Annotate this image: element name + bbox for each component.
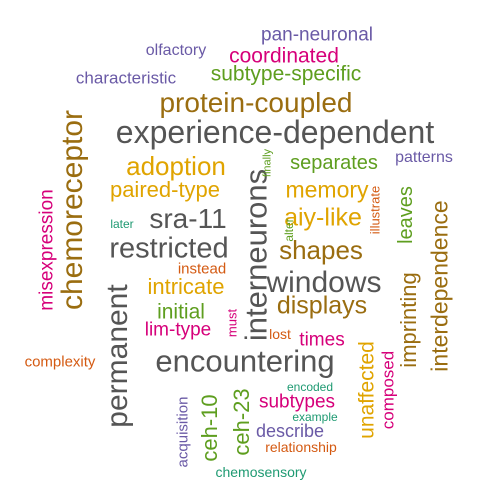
word-displays: displays bbox=[276, 291, 368, 320]
word-acquisition: acquisition bbox=[174, 396, 192, 468]
word-separates: separates bbox=[290, 152, 378, 174]
word-experience-dependent: experience-dependent bbox=[115, 114, 435, 150]
word-interneurons: interneurons bbox=[238, 168, 274, 342]
word-lost: lost bbox=[269, 326, 291, 342]
word-imprinting: imprinting bbox=[396, 272, 421, 368]
word-complexity: complexity bbox=[24, 353, 96, 371]
word-example: example bbox=[292, 410, 338, 424]
word-shapes: shapes bbox=[279, 235, 363, 265]
word-lim-type: lim-type bbox=[144, 319, 212, 341]
word-adoption: adoption bbox=[126, 151, 226, 181]
word-relationship: relationship bbox=[265, 439, 337, 455]
word-subtypes: subtypes bbox=[258, 391, 336, 413]
word-paired-type: paired-type bbox=[109, 177, 221, 202]
word-aiy-like: aiy-like bbox=[284, 203, 362, 232]
word-chemoreceptor: chemoreceptor bbox=[56, 109, 89, 311]
word-chemosensory: chemosensory bbox=[215, 464, 307, 480]
word-finally: finally bbox=[261, 148, 274, 178]
word-patterns: patterns bbox=[395, 149, 453, 166]
word-illustrate: illustrate bbox=[367, 185, 383, 235]
word-ceh-23: ceh-23 bbox=[229, 388, 254, 456]
word-windows: windows bbox=[266, 266, 382, 299]
word-composed: composed bbox=[378, 350, 398, 430]
word-unaffected: unaffected bbox=[355, 341, 379, 439]
word-characteristic: characteristic bbox=[75, 68, 177, 88]
word-initial: initial bbox=[157, 300, 205, 324]
word-ceh-10: ceh-10 bbox=[197, 394, 222, 462]
word-describe: describe bbox=[255, 421, 325, 441]
word-misexpression: misexpression bbox=[36, 189, 58, 311]
word-restricted: restricted bbox=[109, 232, 229, 265]
word-subtype-specific: subtype-specific bbox=[210, 62, 362, 86]
word-encoded: encoded bbox=[286, 380, 334, 394]
word-interdependence: interdependence bbox=[426, 200, 453, 372]
word-intricate: intricate bbox=[147, 274, 225, 299]
word-permanent: permanent bbox=[101, 284, 134, 428]
word-sra-11: sra-11 bbox=[149, 203, 227, 234]
word-olfactory: olfactory bbox=[145, 42, 207, 59]
word-instead: instead bbox=[177, 260, 227, 278]
word-memory: memory bbox=[285, 176, 369, 203]
word-later: later bbox=[110, 217, 134, 231]
word-times: times bbox=[299, 329, 345, 351]
word-encountering: encountering bbox=[155, 343, 335, 379]
word-pan-neuronal: pan-neuronal bbox=[261, 24, 373, 46]
word-coordinated: coordinated bbox=[229, 44, 339, 68]
word-leaves: leaves bbox=[395, 186, 417, 244]
word-must: must bbox=[224, 308, 240, 338]
word-protein-coupled: protein-coupled bbox=[159, 87, 353, 118]
